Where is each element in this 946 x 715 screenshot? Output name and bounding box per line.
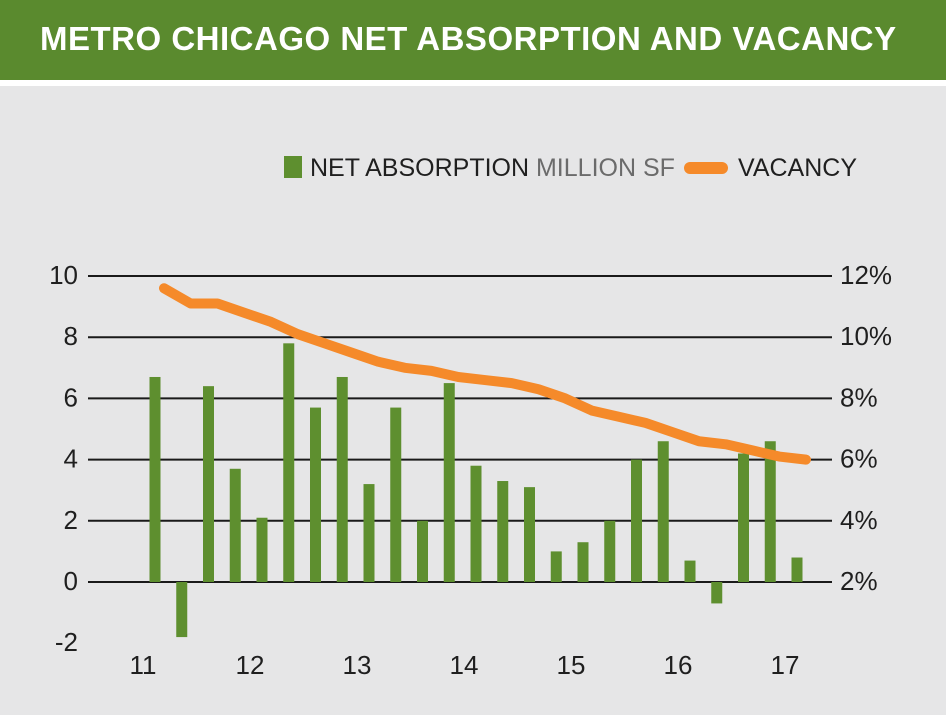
bar [711, 582, 723, 604]
bar [443, 383, 455, 582]
bar [631, 459, 642, 582]
legend-bar-unit: MILLION SF [536, 154, 675, 182]
legend-line-label: VACANCY [738, 154, 857, 182]
chart-title: METRO CHICAGO NET ABSORPTION AND VACANCY [40, 20, 897, 57]
x-axis-tick: 14 [450, 650, 479, 680]
right-axis-tick: 8% [840, 382, 878, 412]
bar [256, 517, 268, 582]
left-axis-tick: 6 [64, 382, 78, 412]
bar [604, 520, 616, 582]
right-axis-tick: 6% [840, 444, 878, 474]
bar [390, 407, 402, 582]
left-axis-tick: 0 [64, 566, 78, 596]
left-axis-tick: 2 [64, 505, 78, 535]
vacancy-line [159, 283, 811, 465]
bar [470, 465, 482, 582]
bar [657, 441, 669, 582]
bar [363, 484, 375, 582]
bar [229, 468, 241, 582]
x-axis-tick: 17 [771, 650, 800, 680]
left-axis-tick: 4 [64, 444, 78, 474]
x-axis-tick: 12 [236, 650, 265, 680]
bar [550, 551, 562, 582]
bar [417, 520, 428, 582]
bar [684, 560, 696, 582]
bar [203, 386, 214, 582]
left-axis-tick: -2 [55, 627, 78, 657]
x-axis-tick: 16 [664, 650, 693, 680]
bar [176, 582, 188, 638]
header-divider [0, 80, 946, 86]
header-bar: METRO CHICAGO NET ABSORPTION AND VACANCY [0, 0, 946, 80]
left-axis-tick: 10 [49, 260, 78, 290]
right-axis-tick: 10% [840, 321, 892, 351]
bar [283, 343, 295, 582]
x-axis-tick: 11 [130, 650, 157, 680]
legend-bar-name: NET ABSORPTION [310, 154, 536, 182]
bar [336, 376, 348, 582]
x-axis-tick: 13 [343, 650, 372, 680]
bar [310, 407, 321, 582]
x-axis-tick: 15 [557, 650, 586, 680]
bar [149, 376, 161, 582]
left-axis-tick: 8 [64, 321, 78, 351]
bar [791, 557, 803, 582]
right-axis-tick: 12% [840, 260, 892, 290]
bar [738, 453, 749, 582]
bar [497, 481, 509, 582]
bar [577, 542, 589, 582]
legend-bar-label: NET ABSORPTION MILLION SF [310, 154, 675, 182]
bar [524, 487, 535, 582]
right-axis-tick: 2% [840, 566, 878, 596]
legend-bar-swatch [284, 156, 302, 178]
bar [764, 441, 776, 582]
right-axis-tick: 4% [840, 505, 878, 535]
